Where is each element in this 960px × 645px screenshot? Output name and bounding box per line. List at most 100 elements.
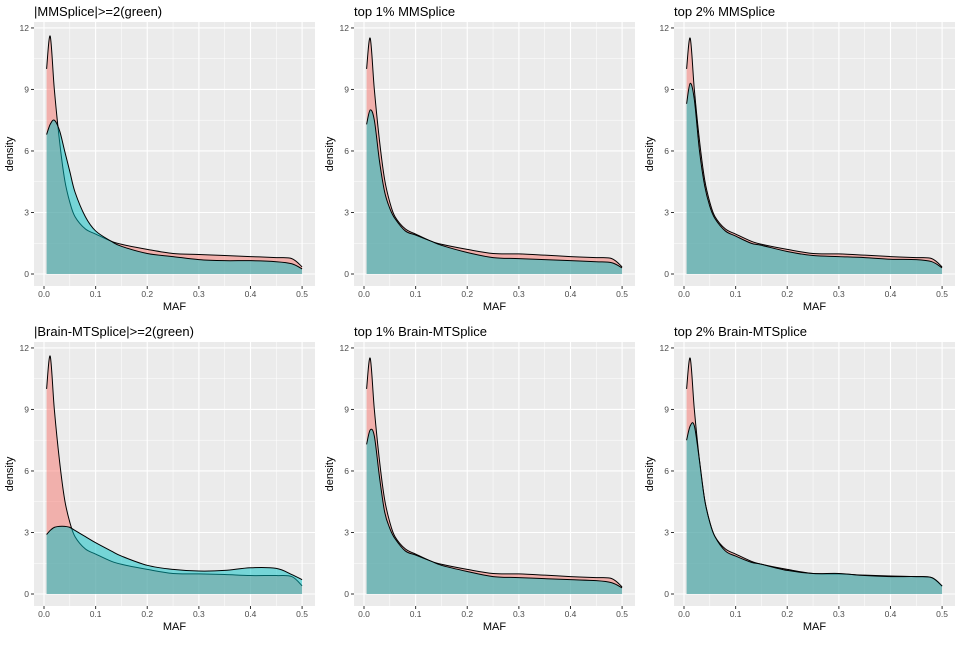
y-tick-label: 12 bbox=[660, 23, 670, 33]
x-axis-label: MAF bbox=[163, 301, 187, 313]
y-tick-label: 12 bbox=[20, 343, 30, 353]
y-tick-label: 9 bbox=[24, 84, 29, 94]
y-tick-label: 3 bbox=[344, 207, 349, 217]
x-tick-label: 0.5 bbox=[296, 609, 308, 619]
x-tick-label: 0.2 bbox=[781, 289, 793, 299]
x-axis-label: MAF bbox=[163, 621, 187, 633]
density-curve bbox=[46, 525, 303, 581]
y-tick-label: 3 bbox=[664, 527, 669, 537]
y-axis-label: density bbox=[324, 136, 336, 171]
y-tick-label: 0 bbox=[664, 589, 669, 599]
x-tick-label: 0.1 bbox=[410, 609, 422, 619]
panel-title: |MMSplice|>=2(green) bbox=[34, 4, 162, 19]
panel-svg: 0.0 0.1 0.2 0.3 0.4 0.5 0 3 6 9 12 |MMSplice|>=2(gr… bbox=[4, 4, 315, 313]
y-tick-label: 6 bbox=[344, 466, 349, 476]
x-tick-label: 0.5 bbox=[616, 289, 628, 299]
density-area bbox=[366, 109, 623, 275]
density-curve bbox=[46, 119, 303, 270]
y-axis-label: density bbox=[324, 456, 336, 491]
density-panel: 0.0 0.1 0.2 0.3 0.4 0.5 0 3 6 9 12 top 2% Brain-MTS… bbox=[640, 320, 960, 640]
y-tick-label: 9 bbox=[664, 84, 669, 94]
y-axis-label: density bbox=[4, 136, 16, 171]
x-tick-label: 0.3 bbox=[833, 609, 845, 619]
x-tick-label: 0.0 bbox=[678, 609, 690, 619]
x-tick-label: 0.3 bbox=[193, 609, 205, 619]
density-curve bbox=[366, 428, 623, 589]
density-area bbox=[46, 119, 303, 275]
x-tick-label: 0.2 bbox=[461, 609, 473, 619]
x-tick-label: 0.4 bbox=[885, 609, 897, 619]
panel-svg: 0.0 0.1 0.2 0.3 0.4 0.5 0 3 6 9 12 top 1% MMSplice M… bbox=[324, 4, 635, 313]
x-tick-label: 0.0 bbox=[38, 609, 50, 619]
y-tick-label: 0 bbox=[344, 589, 349, 599]
x-tick-label: 0.2 bbox=[461, 289, 473, 299]
y-axis-label: density bbox=[644, 456, 656, 491]
y-tick-label: 6 bbox=[24, 466, 29, 476]
density-panel: 0.0 0.1 0.2 0.3 0.4 0.5 0 3 6 9 12 top 1% Brain-MTS… bbox=[320, 320, 640, 640]
density-curve bbox=[686, 37, 943, 268]
x-tick-label: 0.1 bbox=[730, 289, 742, 299]
y-tick-label: 0 bbox=[664, 269, 669, 279]
y-tick-label: 6 bbox=[664, 466, 669, 476]
x-tick-label: 0.0 bbox=[358, 609, 370, 619]
panel-title: top 2% Brain-MTSplice bbox=[674, 324, 807, 339]
panel-svg: 0.0 0.1 0.2 0.3 0.4 0.5 0 3 6 9 12 top 1% Brain-MTS… bbox=[324, 324, 635, 633]
x-tick-label: 0.1 bbox=[730, 609, 742, 619]
y-tick-label: 3 bbox=[664, 207, 669, 217]
density-panel: 0.0 0.1 0.2 0.3 0.4 0.5 0 3 6 9 12 |Brain-MTSplice|… bbox=[0, 320, 320, 640]
y-tick-label: 0 bbox=[344, 269, 349, 279]
density-curve bbox=[686, 422, 943, 587]
x-tick-label: 0.2 bbox=[141, 609, 153, 619]
y-tick-label: 6 bbox=[664, 146, 669, 156]
y-tick-label: 0 bbox=[24, 269, 29, 279]
x-tick-label: 0.4 bbox=[565, 289, 577, 299]
density-area bbox=[46, 526, 303, 595]
density-area bbox=[366, 429, 623, 595]
y-tick-label: 6 bbox=[24, 146, 29, 156]
x-tick-label: 0.5 bbox=[616, 609, 628, 619]
x-tick-label: 0.4 bbox=[245, 609, 257, 619]
x-tick-label: 0.3 bbox=[513, 289, 525, 299]
y-tick-label: 9 bbox=[664, 404, 669, 414]
x-tick-label: 0.1 bbox=[90, 289, 102, 299]
density-curve bbox=[366, 109, 623, 269]
x-tick-label: 0.2 bbox=[141, 289, 153, 299]
y-tick-label: 6 bbox=[344, 146, 349, 156]
y-tick-label: 12 bbox=[20, 23, 30, 33]
y-tick-label: 9 bbox=[24, 404, 29, 414]
y-tick-label: 3 bbox=[24, 207, 29, 217]
x-tick-label: 0.0 bbox=[38, 289, 50, 299]
x-tick-label: 0.4 bbox=[245, 289, 257, 299]
x-tick-label: 0.3 bbox=[513, 609, 525, 619]
panel-title: top 1% Brain-MTSplice bbox=[354, 324, 487, 339]
y-tick-label: 12 bbox=[340, 343, 350, 353]
y-tick-label: 12 bbox=[660, 343, 670, 353]
x-tick-label: 0.5 bbox=[936, 609, 948, 619]
x-tick-label: 0.3 bbox=[193, 289, 205, 299]
y-tick-label: 9 bbox=[344, 84, 349, 94]
panel-title: |Brain-MTSplice|>=2(green) bbox=[34, 324, 194, 339]
panel-title: top 2% MMSplice bbox=[674, 4, 775, 19]
x-tick-label: 0.1 bbox=[410, 289, 422, 299]
y-tick-label: 0 bbox=[24, 589, 29, 599]
x-tick-label: 0.2 bbox=[781, 609, 793, 619]
density-panel: 0.0 0.1 0.2 0.3 0.4 0.5 0 3 6 9 12 top 2% MMSplice M… bbox=[640, 0, 960, 320]
y-tick-label: 3 bbox=[24, 527, 29, 537]
panel-svg: 0.0 0.1 0.2 0.3 0.4 0.5 0 3 6 9 12 top 2% MMSplice M… bbox=[644, 4, 955, 313]
x-axis-label: MAF bbox=[483, 301, 507, 313]
x-axis-label: MAF bbox=[803, 301, 827, 313]
x-tick-label: 0.0 bbox=[358, 289, 370, 299]
y-tick-label: 12 bbox=[340, 23, 350, 33]
panel-title: top 1% MMSplice bbox=[354, 4, 455, 19]
panel-svg: 0.0 0.1 0.2 0.3 0.4 0.5 0 3 6 9 12 |Brain-MTSplice|… bbox=[4, 324, 315, 633]
x-tick-label: 0.4 bbox=[565, 609, 577, 619]
x-axis-label: MAF bbox=[483, 621, 507, 633]
x-tick-label: 0.0 bbox=[678, 289, 690, 299]
x-tick-label: 0.5 bbox=[296, 289, 308, 299]
density-panel: 0.0 0.1 0.2 0.3 0.4 0.5 0 3 6 9 12 top 1% MMSplice M… bbox=[320, 0, 640, 320]
x-tick-label: 0.3 bbox=[833, 289, 845, 299]
panel-svg: 0.0 0.1 0.2 0.3 0.4 0.5 0 3 6 9 12 top 2% Brain-MTS… bbox=[644, 324, 955, 633]
x-tick-label: 0.1 bbox=[90, 609, 102, 619]
x-tick-label: 0.5 bbox=[936, 289, 948, 299]
